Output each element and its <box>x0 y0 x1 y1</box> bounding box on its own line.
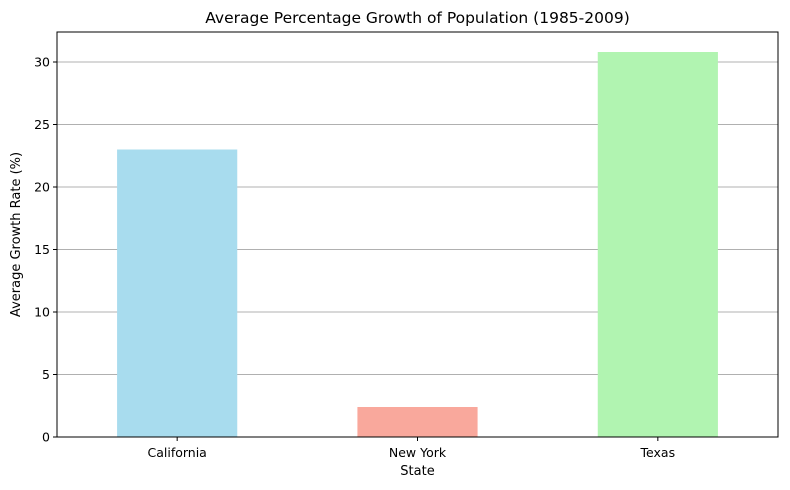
y-axis-label: Average Growth Rate (%) <box>9 152 24 317</box>
y-axis-ticks: 0 5 10 15 20 25 30 <box>34 55 57 445</box>
y-tick-label: 15 <box>34 242 50 257</box>
bar-new-york <box>357 407 478 437</box>
bar-california <box>117 149 238 437</box>
x-tick-label: Texas <box>640 445 676 460</box>
y-tick-label: 10 <box>34 305 50 320</box>
y-tick-label: 0 <box>42 430 50 445</box>
bar-texas <box>597 52 718 437</box>
y-tick-label: 20 <box>34 180 50 195</box>
y-tick-label: 25 <box>34 117 50 132</box>
x-axis-label: State <box>400 464 434 479</box>
x-tick-label: California <box>147 445 206 460</box>
x-tick-label: New York <box>389 445 447 460</box>
y-tick-label: 5 <box>42 367 50 382</box>
x-axis-ticks: California New York Texas <box>147 437 675 460</box>
bars <box>117 52 718 437</box>
chart-title: Average Percentage Growth of Population … <box>205 9 630 27</box>
y-tick-label: 30 <box>34 55 50 70</box>
